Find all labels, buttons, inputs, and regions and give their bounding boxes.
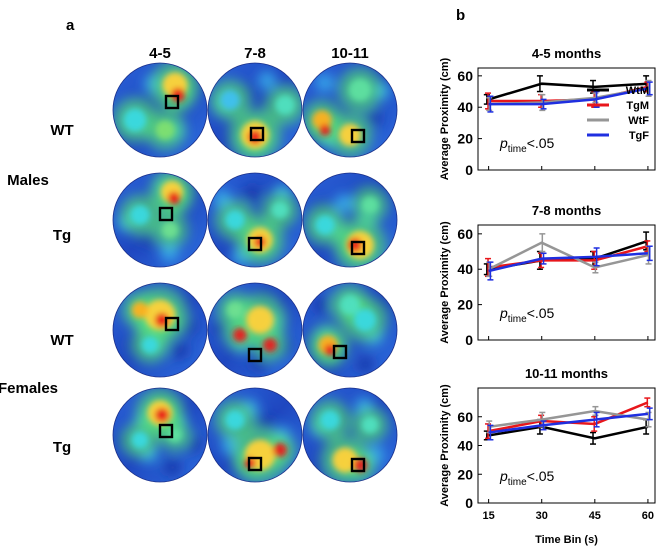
row-label-tg-males: Tg bbox=[53, 227, 71, 244]
heatmap-cell bbox=[112, 282, 208, 378]
target-zone-marker bbox=[350, 457, 366, 473]
y-axis-label: Average Proximity (cm) bbox=[439, 221, 451, 344]
y-tick-label: 20 bbox=[457, 131, 473, 147]
heatmap-cell bbox=[112, 172, 208, 268]
heatmap-cell bbox=[302, 172, 398, 268]
heatmap-cell bbox=[302, 282, 398, 378]
target-zone-marker bbox=[158, 423, 174, 439]
legend-entry: TgM bbox=[626, 100, 649, 112]
group-label-females: Females bbox=[0, 380, 58, 397]
y-tick-label: 20 bbox=[457, 297, 473, 313]
legend: WtM TgM WtF TgF bbox=[587, 85, 649, 142]
chart-panel-1: 4-5 months 0 20 40 60 Average Proximity (cm) p… bbox=[439, 46, 656, 180]
target-zone-marker bbox=[350, 128, 366, 144]
y-tick-label: 20 bbox=[457, 466, 473, 482]
y-tick-label: 0 bbox=[465, 332, 473, 348]
line-charts: 4-5 months 0 20 40 60 Average Proximity (cm) p… bbox=[439, 46, 656, 546]
row-label-wt-males: WT bbox=[50, 122, 73, 139]
y-tick-label: 60 bbox=[457, 226, 473, 242]
panel-b-label: b bbox=[456, 7, 465, 24]
series-TgF bbox=[487, 407, 653, 441]
series-line bbox=[488, 425, 649, 440]
series-WtF bbox=[486, 233, 652, 278]
series-line bbox=[488, 82, 648, 101]
chart-title: 7-8 months bbox=[532, 203, 601, 218]
plot-frame bbox=[477, 387, 656, 504]
heatmap-cell bbox=[207, 282, 303, 378]
target-zone-marker bbox=[247, 456, 263, 472]
y-tick-label: 60 bbox=[457, 409, 473, 425]
legend-entry: WtM bbox=[626, 85, 649, 97]
chart-title: 4-5 months bbox=[532, 46, 601, 61]
legend-entry: WtF bbox=[628, 115, 649, 127]
target-zone-marker bbox=[249, 126, 265, 142]
heatmap-cell bbox=[207, 387, 303, 483]
y-tick-label: 40 bbox=[457, 438, 473, 454]
series-line bbox=[488, 409, 649, 429]
x-tick-label: 15 bbox=[482, 510, 494, 522]
age-header-1: 4-5 bbox=[149, 45, 171, 62]
y-tick-label: 40 bbox=[457, 261, 473, 277]
plot-frame bbox=[477, 224, 656, 341]
x-tick-label: 60 bbox=[642, 510, 654, 522]
group-label-males: Males bbox=[7, 172, 49, 189]
y-tick-label: 40 bbox=[457, 99, 473, 115]
target-zone-marker bbox=[350, 240, 366, 256]
row-label-wt-females: WT bbox=[50, 332, 73, 349]
target-zone-marker bbox=[332, 344, 348, 360]
y-axis-label: Average Proximity (cm) bbox=[439, 384, 451, 507]
x-tick-label: 30 bbox=[536, 510, 548, 522]
series-TgF bbox=[487, 245, 653, 281]
chart-title: 10-11 months bbox=[525, 366, 608, 381]
target-zone-marker bbox=[164, 316, 180, 332]
heatmap-grid bbox=[112, 62, 398, 483]
chart-panel-2: 7-8 months 0 20 40 60 Average Proximity (cm) p… bbox=[439, 203, 656, 348]
p-value-annotation: ptime<.05 bbox=[499, 305, 555, 325]
target-zone-marker bbox=[164, 94, 180, 110]
chart-panel-3: 10-11 months 0 20 40 60 15 30 45 60 Average Proxi… bbox=[439, 366, 656, 546]
series-TgF bbox=[487, 81, 653, 113]
p-value-annotation: ptime<.05 bbox=[499, 135, 555, 155]
p-value-annotation: ptime<.05 bbox=[499, 468, 555, 488]
series-line bbox=[488, 412, 649, 434]
y-tick-label: 0 bbox=[465, 162, 473, 178]
age-header-2: 7-8 bbox=[244, 45, 266, 62]
y-tick-label: 0 bbox=[465, 495, 473, 511]
x-axis-label: Time Bin (s) bbox=[535, 534, 598, 546]
panel-a-label: a bbox=[66, 17, 75, 34]
heatmap-cell bbox=[302, 387, 398, 483]
age-header-3: 10-11 bbox=[331, 45, 369, 62]
target-zone-marker bbox=[247, 236, 263, 252]
heatmap-cell bbox=[112, 62, 208, 158]
heatmap-cell bbox=[302, 62, 398, 158]
series-line bbox=[488, 252, 649, 273]
target-zone-marker bbox=[247, 347, 263, 363]
series-line bbox=[488, 241, 649, 271]
series-line bbox=[488, 87, 649, 106]
target-zone-marker bbox=[158, 206, 174, 222]
legend-entry: TgF bbox=[629, 130, 649, 142]
heatmap-cell bbox=[207, 172, 303, 268]
heatmap-cell bbox=[207, 62, 303, 158]
heatmap-cell bbox=[112, 387, 208, 483]
y-tick-label: 60 bbox=[457, 68, 473, 84]
x-tick-label: 45 bbox=[589, 510, 601, 522]
y-axis-label: Average Proximity (cm) bbox=[439, 57, 451, 180]
row-label-tg-females: Tg bbox=[53, 439, 71, 456]
